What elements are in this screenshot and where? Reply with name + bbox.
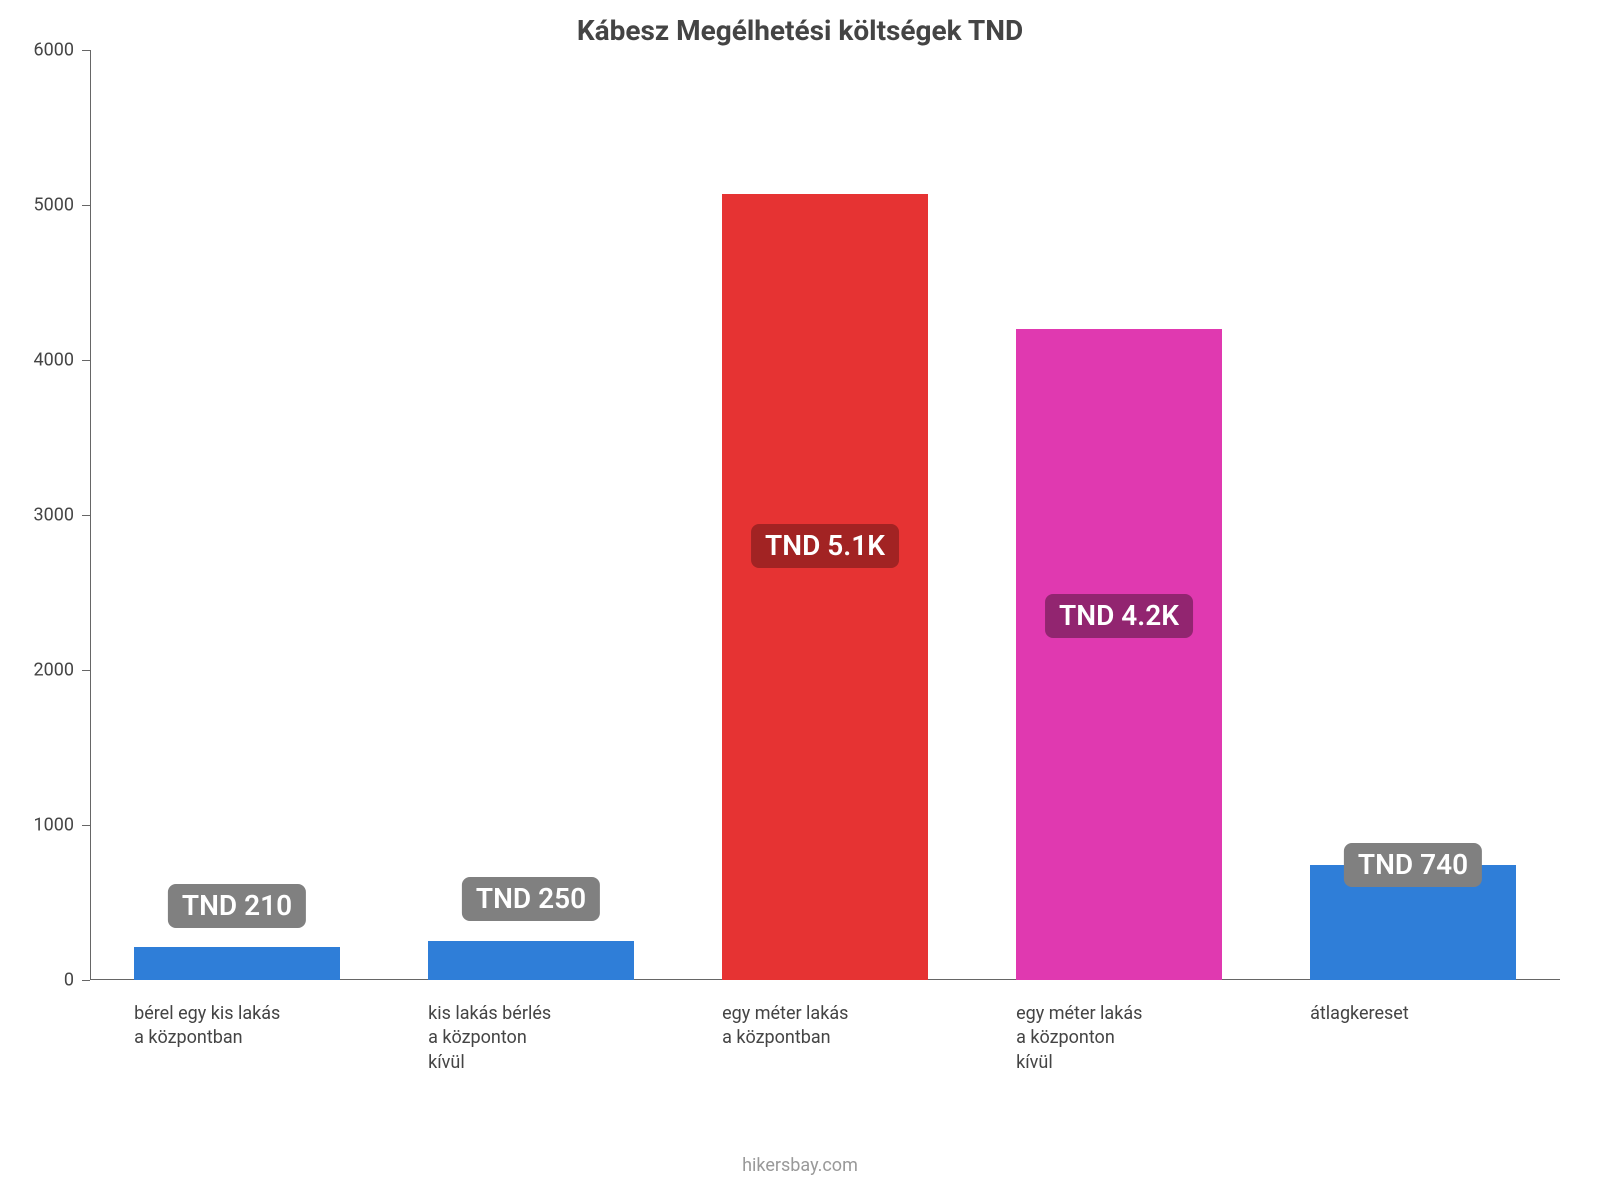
- bar-value-label: TND 740: [1344, 843, 1482, 887]
- y-tick: [82, 360, 90, 361]
- bar-value-label: TND 210: [168, 884, 306, 928]
- chart-title: Kábesz Megélhetési költségek TND: [0, 14, 1600, 47]
- bar: [134, 947, 340, 980]
- y-tick-label: 5000: [34, 195, 74, 216]
- y-tick: [82, 825, 90, 826]
- x-category-label: kis lakás bérlés a központon kívül: [428, 1002, 551, 1075]
- y-axis-line: [90, 50, 91, 980]
- bar: [428, 941, 634, 980]
- y-tick-label: 2000: [34, 660, 74, 681]
- bar-value-label: TND 5.1K: [751, 524, 899, 568]
- attribution-text: hikersbay.com: [0, 1155, 1600, 1176]
- bar-value-label: TND 4.2K: [1045, 594, 1193, 638]
- bar: [1016, 329, 1222, 980]
- y-tick-label: 0: [64, 970, 74, 991]
- x-category-label: átlagkereset: [1310, 1002, 1409, 1026]
- bar-value-label: TND 250: [462, 877, 600, 921]
- y-tick: [82, 515, 90, 516]
- x-category-label: egy méter lakás a központon kívül: [1016, 1002, 1142, 1075]
- bar: [722, 194, 928, 980]
- y-tick: [82, 980, 90, 981]
- x-category-label: egy méter lakás a központban: [722, 1002, 848, 1051]
- x-category-label: bérel egy kis lakás a központban: [134, 1002, 280, 1051]
- y-tick: [82, 50, 90, 51]
- y-tick-label: 3000: [34, 505, 74, 526]
- chart-plot-area: 0100020003000400050006000TND 210bérel eg…: [90, 50, 1560, 980]
- y-tick: [82, 670, 90, 671]
- y-tick-label: 4000: [34, 350, 74, 371]
- y-tick-label: 6000: [34, 40, 74, 61]
- y-tick-label: 1000: [34, 815, 74, 836]
- y-tick: [82, 205, 90, 206]
